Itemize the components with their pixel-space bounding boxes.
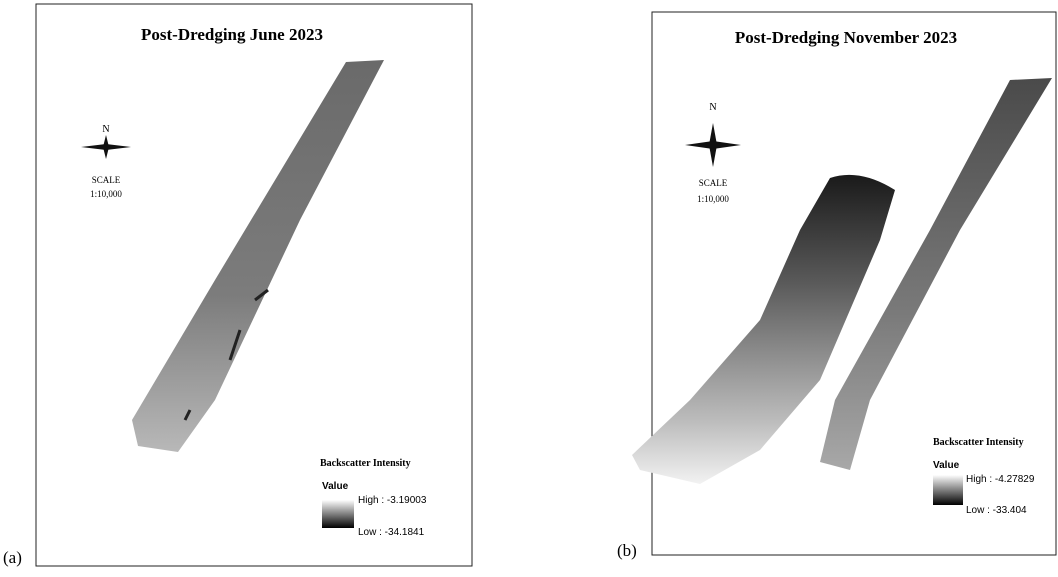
legend-high: High : -3.19003	[358, 495, 427, 506]
figure: (a) Post-Dredging June 2023 N SCALE 1:10…	[0, 0, 1058, 577]
north-label: N	[709, 102, 716, 113]
scale-label: SCALE	[699, 178, 728, 188]
scale-label: SCALE	[92, 175, 121, 185]
legend-title: Backscatter Intensity	[320, 458, 411, 469]
legend-low: Low : -34.1841	[358, 527, 425, 538]
legend-ramp	[322, 500, 354, 528]
legend-low: Low : -33.404	[966, 505, 1027, 516]
compass	[685, 123, 741, 167]
compass	[81, 135, 131, 159]
legend-subtitle: Value	[322, 481, 349, 492]
page: (a) Post-Dredging June 2023 N SCALE 1:10…	[0, 0, 1058, 577]
map-title: Post-Dredging June 2023	[141, 25, 323, 44]
legend-ramp	[933, 475, 963, 505]
survey-swath	[132, 60, 384, 452]
legend-subtitle: Value	[933, 460, 960, 471]
scale: 1:10,000	[697, 194, 729, 204]
panel-label: (b)	[617, 541, 637, 560]
north-label: N	[102, 124, 109, 135]
legend-title: Backscatter Intensity	[933, 437, 1024, 448]
panel-label: (a)	[3, 548, 22, 567]
map-title: Post-Dredging November 2023	[735, 28, 957, 47]
legend-high: High : -4.27829	[966, 474, 1035, 485]
scale: 1:10,000	[90, 189, 122, 199]
